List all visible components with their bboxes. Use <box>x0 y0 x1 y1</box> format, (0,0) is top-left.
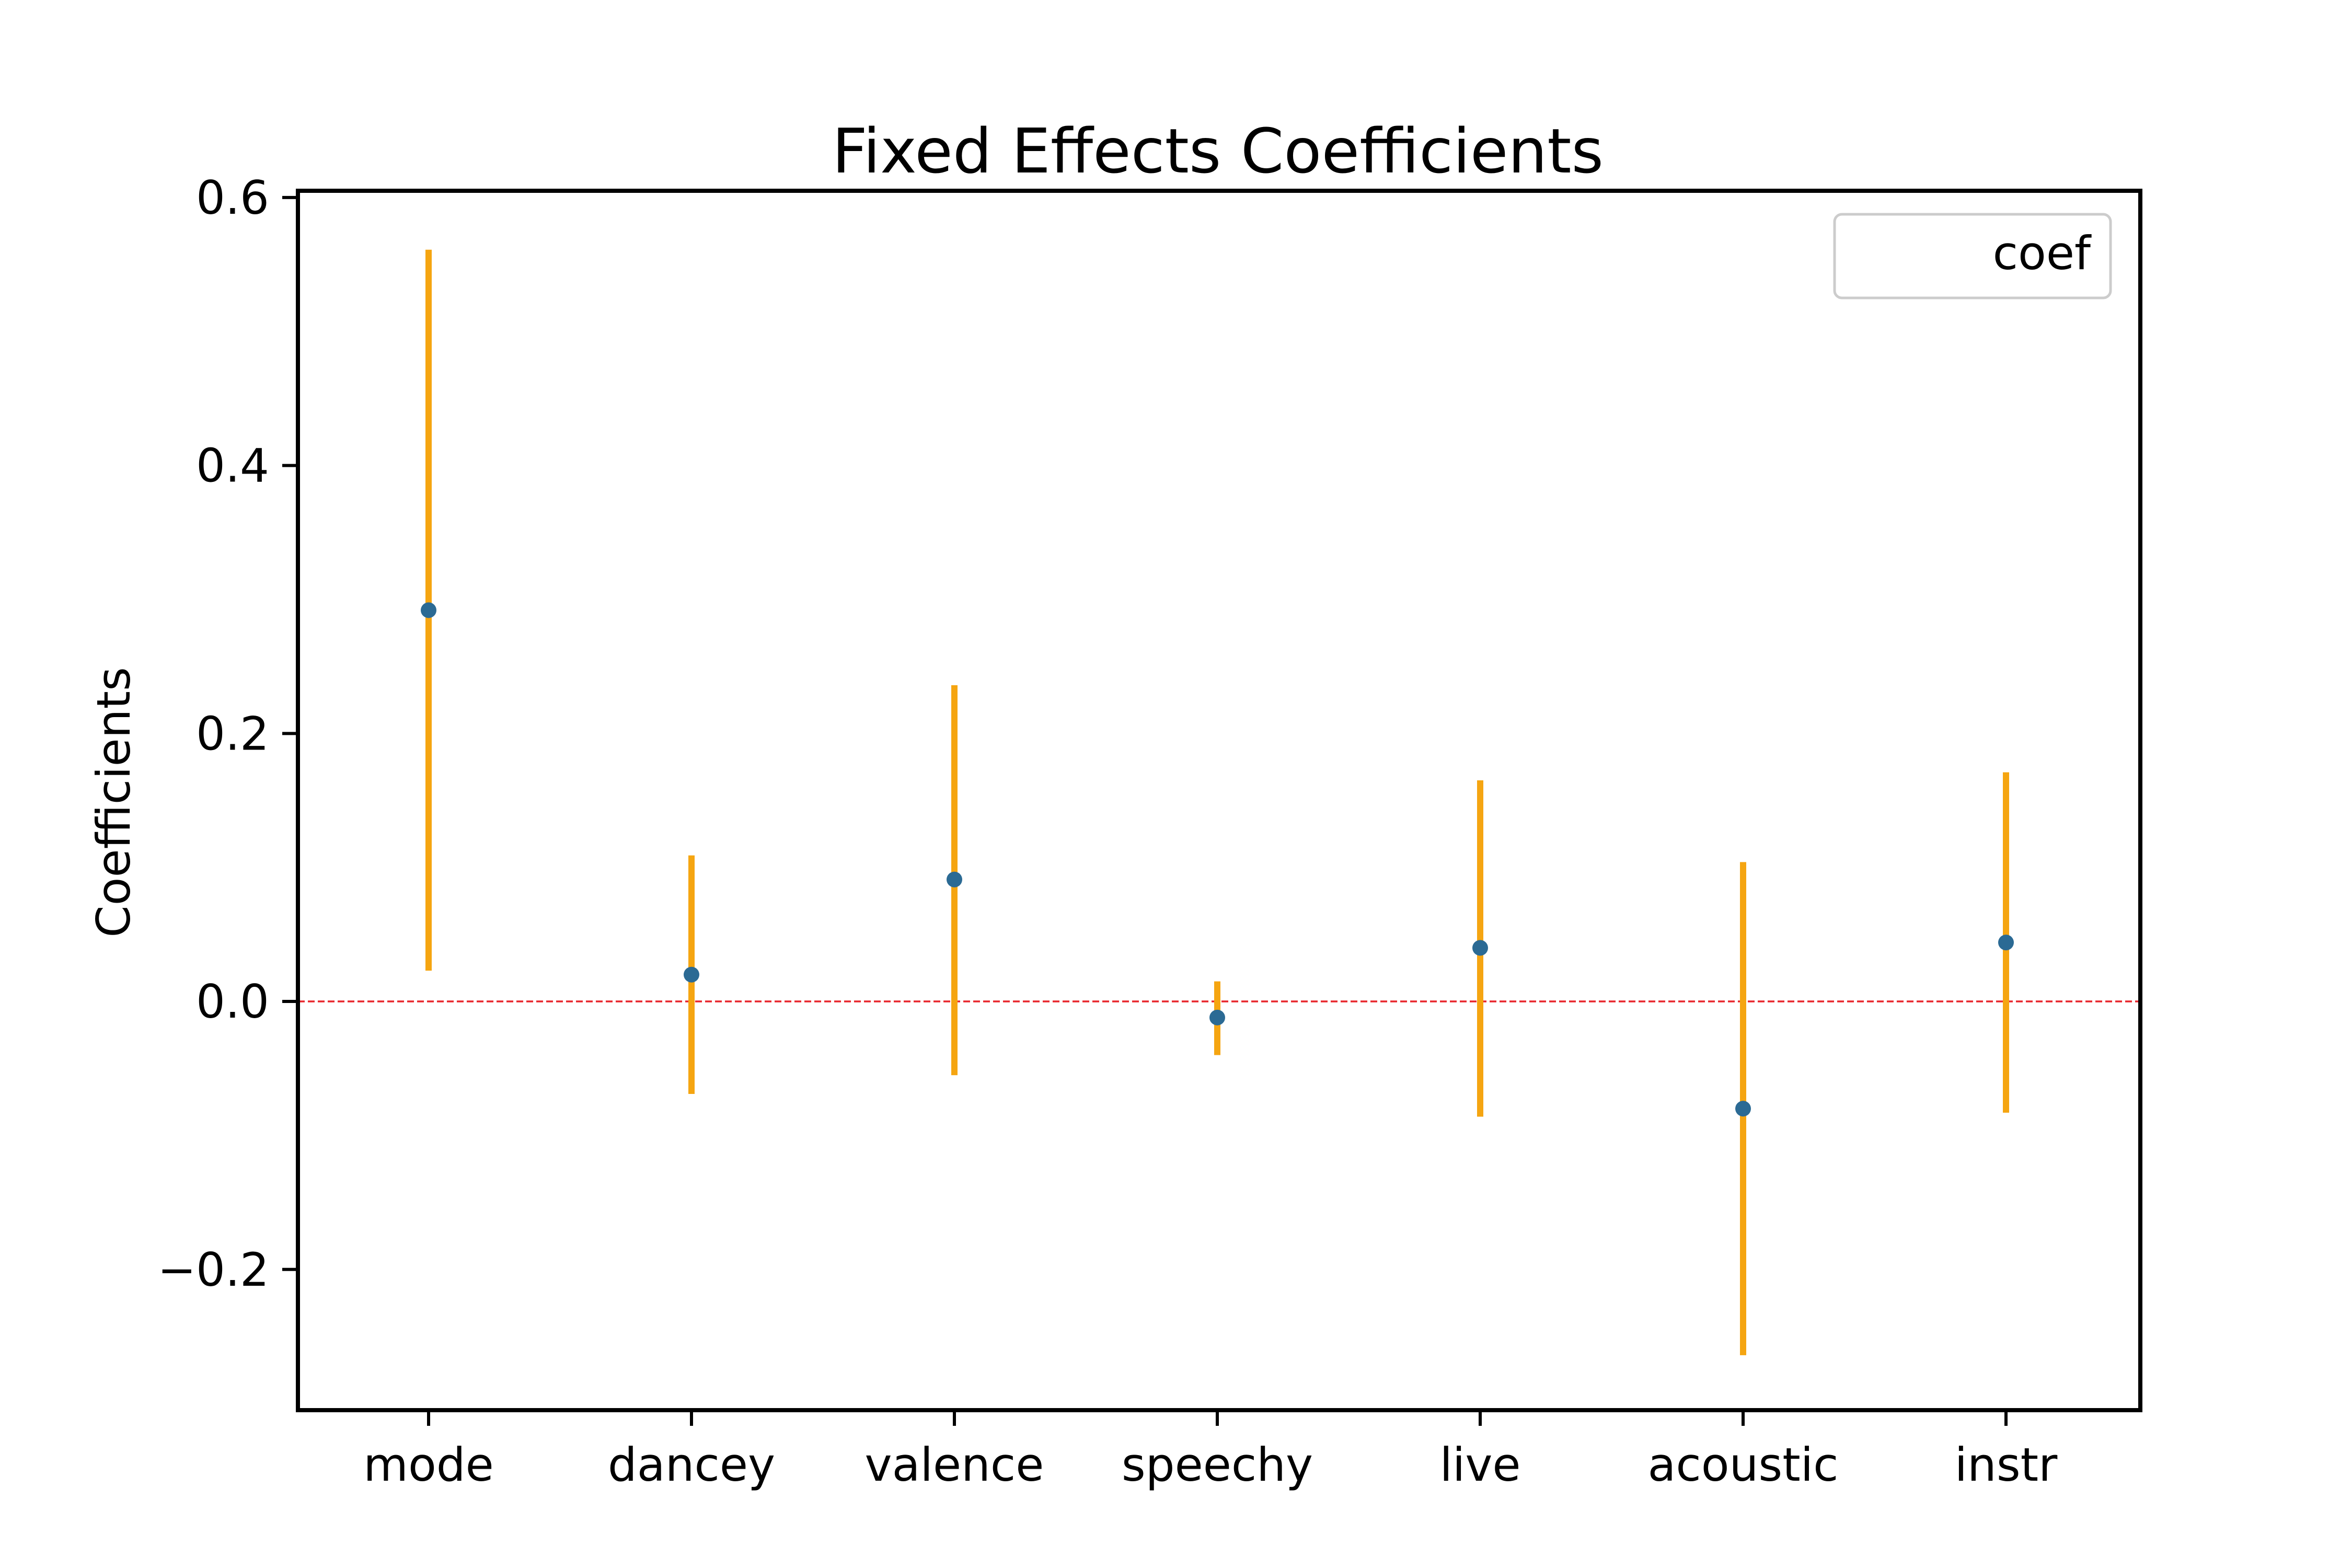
axes-frame <box>296 189 2142 1412</box>
x-tick-label-acoustic: acoustic <box>1647 1438 1838 1492</box>
plot-area: −0.2 0.0 0.2 0.4 0.6 mode dancey valence speechy… <box>157 171 2142 1492</box>
legend-entry-coef: coef <box>1993 226 2092 280</box>
data-point-live <box>1472 940 1488 956</box>
x-tick-label-speechy: speechy <box>1122 1438 1313 1492</box>
y-tick-label: 0.0 <box>196 975 269 1029</box>
data-point-acoustic <box>1735 1101 1751 1117</box>
x-tick-label-instr: instr <box>1955 1438 2058 1492</box>
y-tick-label: −0.2 <box>157 1243 269 1297</box>
y-axis-label: Coefficients <box>87 667 141 938</box>
x-tick-label-valence: valence <box>865 1438 1044 1492</box>
data-point-valence <box>947 871 962 887</box>
chart-title: Fixed Effects Coefficients <box>832 115 1604 187</box>
data-point-speechy <box>1209 1009 1225 1025</box>
legend-box <box>1833 213 2112 299</box>
data-point-instr <box>1998 935 2014 951</box>
data-point-mode <box>421 602 436 618</box>
data-point-dancey <box>684 966 699 983</box>
y-tick-label: 0.2 <box>196 707 269 760</box>
x-tick-label-dancey: dancey <box>608 1438 775 1492</box>
y-tick-label: 0.4 <box>196 439 269 493</box>
x-tick-label-live: live <box>1439 1438 1520 1492</box>
x-tick-label-mode: mode <box>363 1438 494 1492</box>
y-tick-label: 0.6 <box>196 171 269 225</box>
